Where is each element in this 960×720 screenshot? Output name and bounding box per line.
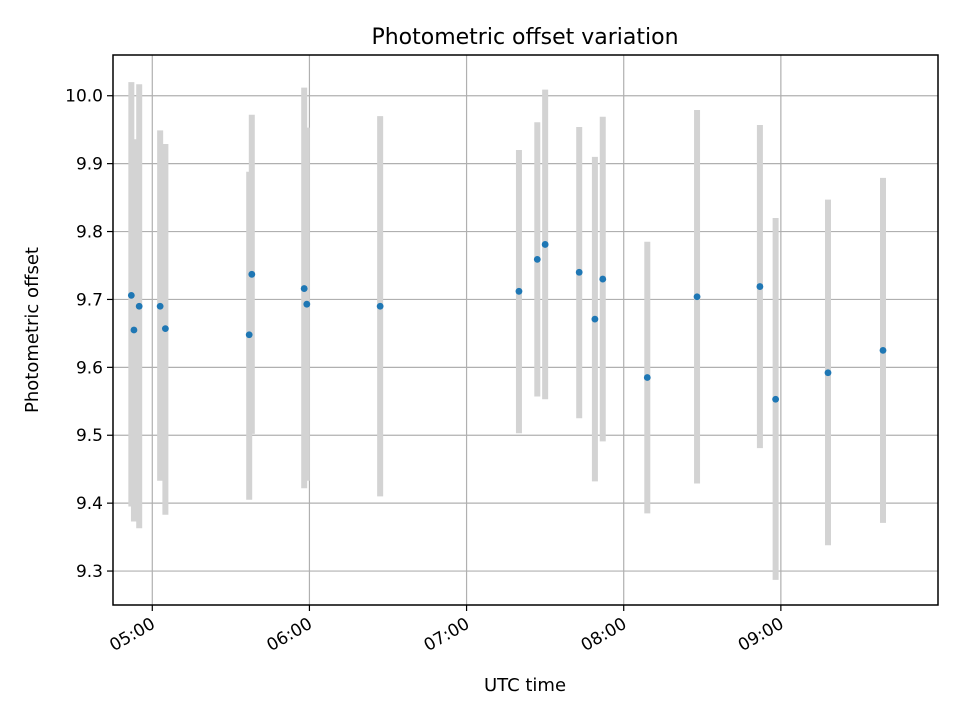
- data-point: [161, 325, 169, 333]
- data-point: [824, 369, 832, 377]
- y-tick-label: 9.5: [76, 426, 103, 446]
- data-point: [248, 270, 256, 278]
- y-tick-label: 9.6: [76, 358, 103, 378]
- data-point: [541, 241, 549, 248]
- chart-title: Photometric offset variation: [371, 25, 678, 50]
- data-point: [135, 302, 143, 310]
- error-bars: [128, 82, 886, 580]
- y-axis-ticks: 9.3 9.4 9.5 9.6 9.7 9.8 9.9 10.0: [65, 87, 113, 582]
- y-tick-label: 9.8: [76, 223, 103, 243]
- data-point: [599, 275, 607, 283]
- y-tick-label: 9.3: [76, 562, 103, 582]
- y-axis-label: Photometric offset: [22, 247, 43, 413]
- y-tick-label: 9.7: [76, 290, 103, 310]
- x-tick-label: 09:00: [735, 614, 787, 656]
- x-tick-label: 07:00: [421, 614, 473, 656]
- x-tick-label: 06:00: [263, 614, 315, 656]
- x-tick-label: 08:00: [578, 614, 630, 656]
- y-tick-label: 9.9: [76, 155, 103, 175]
- grid-lines: [113, 55, 938, 605]
- x-tick-label: 05:00: [106, 614, 158, 656]
- data-point: [693, 293, 701, 301]
- data-point: [575, 268, 583, 276]
- data-point: [515, 287, 523, 295]
- data-point: [376, 302, 384, 310]
- data-point: [591, 315, 599, 323]
- data-point: [643, 374, 651, 381]
- data-point: [879, 346, 887, 354]
- y-tick-label: 10.0: [65, 87, 103, 107]
- y-tick-label: 9.4: [76, 494, 103, 514]
- data-point: [156, 302, 164, 310]
- data-point: [533, 255, 541, 263]
- x-axis-ticks: 05:00 06:00 07:00 08:00 09:00: [106, 605, 787, 656]
- data-point: [130, 326, 138, 334]
- data-points: [127, 241, 887, 403]
- data-point: [756, 283, 764, 290]
- data-point: [772, 395, 780, 403]
- x-axis-label: UTC time: [484, 675, 566, 696]
- data-point: [245, 331, 253, 339]
- data-point: [300, 285, 308, 292]
- data-point: [303, 300, 311, 308]
- plot-frame: [112, 54, 939, 606]
- data-point: [127, 291, 135, 299]
